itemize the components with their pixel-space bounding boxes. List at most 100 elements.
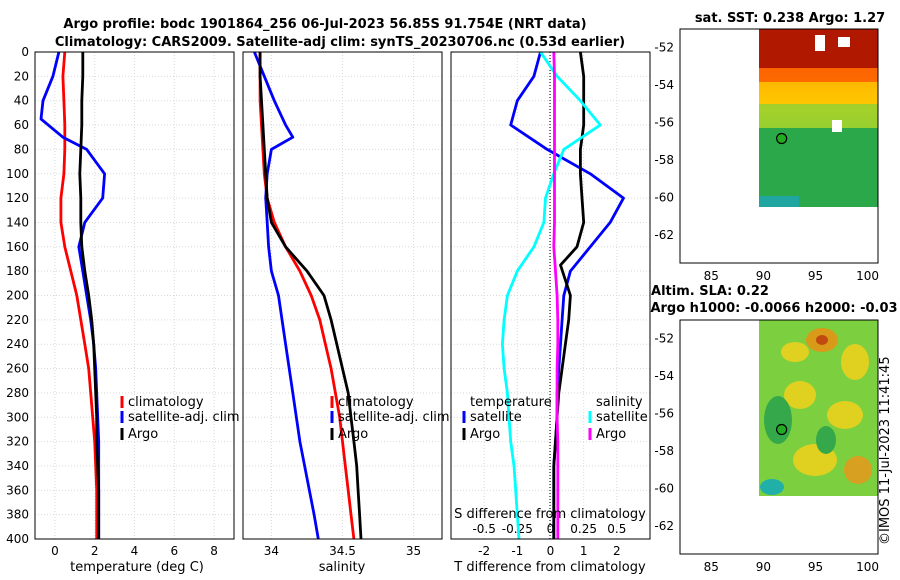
sst-map-frame bbox=[679, 28, 879, 264]
difference-top-xlabel: S difference from climatology bbox=[454, 507, 646, 522]
series-argo bbox=[258, 52, 363, 540]
salinity-legend: climatology satellite-adj. clim Argo bbox=[330, 395, 450, 442]
y-tick-label: 220 bbox=[6, 313, 29, 327]
difference-legend-salinity: salinity satellite Argo bbox=[588, 395, 648, 442]
sst-argo-point bbox=[776, 132, 788, 145]
s-tick-label: 0.5 bbox=[607, 522, 626, 536]
y-tick-label: 260 bbox=[6, 362, 29, 376]
legend-temp-satellite: satellite bbox=[470, 410, 522, 425]
y-tick-label: 80 bbox=[14, 142, 29, 156]
sla-orange-patch bbox=[844, 456, 872, 484]
y-tick-label: 300 bbox=[6, 410, 29, 424]
y-tick-label: 0 bbox=[21, 45, 29, 59]
temperature-legend: climatology satellite-adj. clim Argo bbox=[120, 395, 240, 442]
difference-legend-temperature: temperature satellite Argo bbox=[462, 395, 552, 442]
sst-map-title: sat. SST: 0.238 Argo: 1.27 bbox=[695, 11, 885, 26]
y-tick-label: 380 bbox=[6, 508, 29, 522]
s-tick-label: 0.25 bbox=[570, 522, 597, 536]
series-satellite-adj-clim bbox=[39, 51, 106, 539]
x-tick-label: 34.5 bbox=[329, 544, 356, 558]
sst-missing-data bbox=[838, 37, 850, 47]
y-tick-label: 60 bbox=[14, 118, 29, 132]
legend-temperature-title: temperature bbox=[470, 395, 552, 410]
s-tick-label: -0.5 bbox=[472, 522, 495, 536]
y-tick-label: 100 bbox=[6, 167, 29, 181]
difference-axes-frame bbox=[450, 51, 651, 540]
y-tick-label: 140 bbox=[6, 215, 29, 229]
sla-green-patch bbox=[764, 396, 792, 444]
difference-xlabel: T difference from climatology bbox=[453, 560, 646, 575]
x-tick-label: 8 bbox=[210, 544, 218, 558]
y-tick-label: 360 bbox=[6, 483, 29, 497]
y-tick-label: 180 bbox=[6, 264, 29, 278]
sst-map-panel: sat. SST: 0.238 Argo: 1.27 85 90 95 100 -52 -… bbox=[654, 11, 885, 283]
x-tick-label: 2 bbox=[613, 544, 621, 558]
y-tick-label: 240 bbox=[6, 337, 29, 351]
x-tick-label: 1 bbox=[580, 544, 588, 558]
temperature-series bbox=[39, 51, 106, 539]
lon-tick-label: 85 bbox=[704, 269, 719, 283]
lat-tick-label: -60 bbox=[654, 481, 674, 495]
lat-tick-label: -58 bbox=[654, 153, 674, 167]
salinity-tick-labels: 34 34.5 35 bbox=[264, 544, 421, 558]
legend-salinity-title: salinity bbox=[596, 395, 643, 410]
sst-missing-data bbox=[815, 35, 825, 51]
legend-satellite-adj: satellite-adj. clim bbox=[128, 410, 240, 425]
sla-yellow-patch bbox=[841, 344, 869, 380]
x-tick-label: 0 bbox=[547, 544, 555, 558]
lat-tick-label: -56 bbox=[654, 407, 674, 421]
sla-green-patch bbox=[816, 426, 836, 454]
lat-tick-label: -60 bbox=[654, 190, 674, 204]
salinity-grid bbox=[243, 51, 442, 540]
series-salinity-argo bbox=[552, 51, 560, 539]
lon-tick-label: 95 bbox=[808, 269, 823, 283]
sst-yellow-band bbox=[759, 82, 878, 104]
lon-tick-label: 100 bbox=[856, 269, 879, 283]
series-argo bbox=[78, 52, 101, 539]
sst-teal-patch bbox=[759, 196, 799, 207]
x-tick-label: -2 bbox=[478, 544, 490, 558]
legend-sal-satellite: satellite bbox=[596, 410, 648, 425]
series-temperature-satellite bbox=[509, 51, 625, 539]
sst-map-ticks: 85 90 95 100 -52 -54 -56 -58 -60 -62 bbox=[654, 41, 879, 283]
lon-tick-label: 95 bbox=[808, 560, 823, 574]
sla-map-subtitle: Argo h1000: -0.0066 h2000: -0.03 bbox=[650, 301, 897, 316]
y-tick-label: 120 bbox=[6, 191, 29, 205]
y-tick-label: 280 bbox=[6, 386, 29, 400]
legend-satellite-adj: satellite-adj. clim bbox=[338, 410, 450, 425]
series-salinity-satellite bbox=[500, 51, 602, 540]
lat-tick-label: -56 bbox=[654, 116, 674, 130]
lon-tick-label: 90 bbox=[756, 560, 771, 574]
sst-heatmap bbox=[759, 29, 878, 207]
sla-heatmap bbox=[759, 320, 878, 496]
temperature-tick-labels: 0 2 4 6 8 bbox=[51, 544, 218, 558]
figure-title-line2: Climatology: CARS2009. Satellite-adj cli… bbox=[55, 35, 625, 50]
series-temperature-argo bbox=[552, 51, 586, 539]
x-tick-label: 6 bbox=[170, 544, 178, 558]
x-tick-label: 35 bbox=[406, 544, 421, 558]
lat-tick-label: -58 bbox=[654, 444, 674, 458]
sla-yellow-patch bbox=[784, 381, 816, 409]
lon-tick-label: 100 bbox=[856, 560, 879, 574]
lon-tick-label: 90 bbox=[756, 269, 771, 283]
temperature-xlabel: temperature (deg C) bbox=[70, 560, 204, 575]
y-tick-label: 340 bbox=[6, 459, 29, 473]
salinity-series bbox=[253, 51, 363, 540]
sla-yellow-patch bbox=[827, 401, 863, 429]
sla-yellow-patch bbox=[781, 342, 809, 362]
series-satellite-adj-clim bbox=[253, 51, 320, 540]
sst-missing-data bbox=[832, 120, 842, 132]
series-climatology bbox=[59, 51, 99, 539]
sla-map-frame bbox=[679, 319, 879, 555]
difference-tick-labels: -2 -1 0 1 2 bbox=[478, 544, 620, 558]
depth-tick-labels: 0 20 40 60 80 100 120 140 160 180 200 220 240 260 280 3… bbox=[6, 45, 29, 546]
legend-argo: Argo bbox=[128, 427, 158, 442]
x-tick-label: 4 bbox=[131, 544, 139, 558]
sla-argo-point bbox=[776, 423, 788, 436]
x-tick-label: 34 bbox=[264, 544, 279, 558]
lat-tick-label: -62 bbox=[654, 519, 674, 533]
lat-tick-label: -52 bbox=[654, 332, 674, 346]
sst-orange-band bbox=[759, 68, 878, 82]
